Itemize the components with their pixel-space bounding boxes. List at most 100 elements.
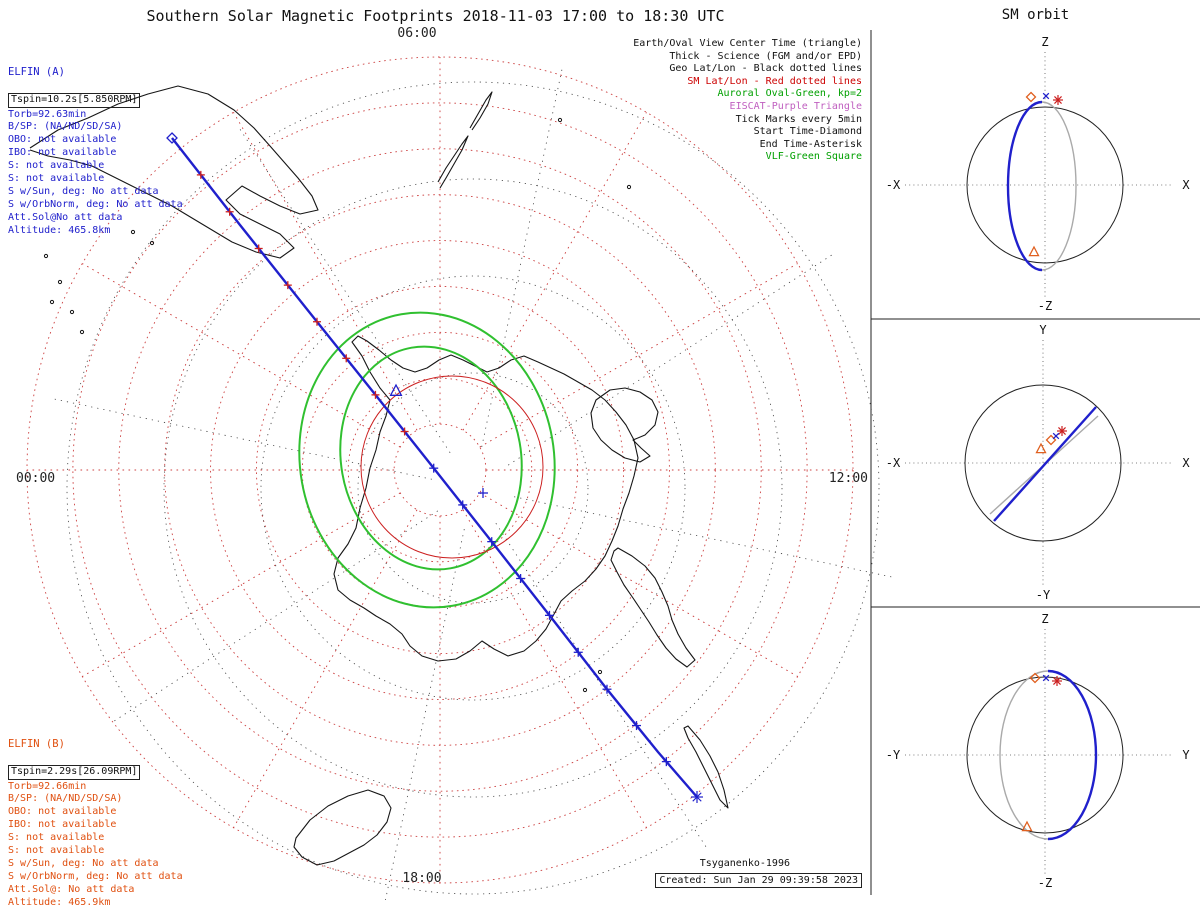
geo-lon-spoke-3 — [112, 510, 438, 723]
coastline-antarctica — [333, 335, 639, 662]
sm-lon-spoke-5 — [82, 492, 401, 677]
panel2-axis-top: Y — [1039, 323, 1047, 337]
auroral-oval-outer — [298, 311, 556, 609]
sm-solid-circle — [360, 375, 544, 559]
orbit-arc-2 — [993, 406, 1097, 522]
legend-item-8: End Time-Asterisk — [759, 138, 862, 150]
sm-lat-ring-2 — [347, 377, 533, 563]
geo-lat-ring-1 — [260, 275, 686, 701]
elfin-b-info-block: ELFIN (B) Tspin=2.29s[26.09RPM] Torb=92.6… — [8, 712, 183, 910]
orbit-arc-1 — [1006, 100, 1043, 272]
coastline-island-east — [590, 387, 659, 463]
panel2-axis-bottom: -Y — [1036, 588, 1051, 602]
elfin-footprint-track — [171, 137, 698, 798]
elfin-b-block-line-2: B/SP: (NA/ND/SD/SA) — [8, 793, 123, 805]
legend-item-2: Geo Lat/Lon - Black dotted lines — [669, 63, 862, 75]
page-title: Southern Solar Magnetic Footprints 2018-… — [146, 7, 725, 25]
sm-lon-spoke-11 — [479, 263, 798, 448]
sm-lon-spoke-2 — [462, 509, 647, 828]
legend-item-7: Start Time-Diamond — [753, 126, 862, 138]
legend-item-6: Tick Marks every 5min — [735, 113, 862, 125]
legend-item-9: VLF-Green Square — [765, 151, 862, 163]
geo-lon-spoke-0 — [513, 496, 894, 578]
coastline-coast-southeast-corner — [683, 725, 729, 809]
geo-lat-ring-2 — [163, 178, 783, 798]
elfin-b-block-line-1: Torb=92.66min — [8, 780, 87, 792]
sm-lat-ring-5 — [210, 240, 670, 700]
main-polar-plot: 06:00 00:00 12:00 18:00 — [16, 26, 894, 900]
elfin-a-block-line-1: Torb=92.63min — [8, 108, 87, 120]
elfin-a-block-line-9: Att.Sol@No att data — [8, 211, 123, 223]
small-island-4 — [79, 329, 85, 335]
orbit-panel-title: SM orbit — [1001, 7, 1070, 23]
panel3-axis-left: -Y — [886, 748, 901, 762]
panel2-axis-right: X — [1182, 456, 1190, 470]
elfin-b-block-line-3: OBO: not available — [8, 806, 117, 818]
plot-legend: Earth/Oval View Center Time (triangle) Th… — [633, 38, 862, 164]
panel3-axis-right: Y — [1182, 748, 1190, 762]
sm-lon-spoke-7 — [82, 263, 401, 448]
elfin-a-block-line-0: Tspin=10.2s[5.850RPM] — [8, 92, 183, 109]
elfin-b-block-line-0: Tspin=2.29s[26.09RPM] — [8, 764, 183, 781]
elfin-a-info-block: ELFIN (A) Tspin=10.2s[5.850RPM] Torb=92.6… — [8, 40, 183, 238]
geo-lon-spoke-1 — [495, 523, 708, 849]
small-island-8 — [626, 184, 632, 190]
legend-item-4: Auroral Oval-Green, kp=2 — [717, 88, 863, 100]
elfin-b-name: ELFIN (B) — [8, 737, 65, 750]
clock-label-1200: 12:00 — [829, 471, 868, 486]
geo-lon-spoke-5 — [238, 127, 451, 453]
small-island-2 — [49, 299, 55, 305]
legend-item-1: Thick - Science (FGM and/or EPD) — [669, 50, 862, 62]
elfin-b-block-line-7: S w/Sun, deg: No att data — [8, 857, 159, 869]
coastline-coast-south — [293, 789, 392, 866]
elfin-a-block-line-7: S w/Sun, deg: No att data — [8, 185, 159, 197]
sm-lat-ring-7 — [118, 148, 762, 792]
legend-item-3: SM Lat/Lon - Red dotted lines — [687, 75, 862, 87]
earth-circle-1 — [966, 106, 1124, 264]
orbit-arc-3 — [1047, 669, 1098, 841]
earth-circle-2 — [964, 384, 1122, 542]
legend-item-5: EISCAT-Purple Triangle — [729, 100, 862, 112]
coastline-new-zealand-south — [437, 135, 469, 189]
clock-label-1800: 18:00 — [402, 871, 441, 886]
elfin-b-block-line-5: S: not available — [8, 832, 105, 844]
small-island-3 — [69, 309, 75, 315]
panel3-axis-bottom: -Z — [1038, 876, 1052, 890]
clock-label-0600: 06:00 — [397, 26, 436, 41]
geo-lat-ring-0 — [357, 372, 589, 604]
elfin-b-block-line-8: S w/OrbNorm, deg: No att data — [8, 870, 183, 882]
coastline-new-zealand-north — [469, 91, 493, 131]
sm-lon-spoke-10 — [462, 112, 647, 431]
elfin-a-block-line-10: Altitude: 465.8km — [8, 224, 111, 236]
small-island-6 — [149, 240, 155, 246]
sm-lon-spoke-4 — [233, 509, 418, 828]
elfin-a-name: ELFIN (A) — [8, 65, 65, 78]
elfin-a-block-spin-rate: Tspin=10.2s[5.850RPM] — [8, 92, 141, 108]
elfin-a-block-line-6: S: not available — [8, 173, 105, 185]
sm-orbit-panel-1: Z -Z -X X — [886, 35, 1191, 313]
coastline-island-chain-southeast — [610, 547, 696, 668]
elfin-a-block-line-5: S: not available — [8, 160, 105, 172]
elfin-b-block-line-4: IBO: not available — [8, 819, 117, 831]
panel3-axis-top: Z — [1041, 612, 1048, 626]
small-island-10 — [582, 687, 588, 693]
clock-label-0000: 00:00 — [16, 471, 55, 486]
geo-lat-ring-3 — [66, 81, 880, 895]
geo-lon-spoke-4 — [52, 398, 433, 480]
geo-lon-spoke-6 — [481, 67, 563, 448]
small-island-1 — [57, 279, 63, 285]
geo-lon-spoke-2 — [385, 528, 465, 900]
elfin-b-block-spin-rate: Tspin=2.29s[26.09RPM] — [8, 764, 141, 780]
panel1-axis-bottom: -Z — [1038, 299, 1052, 313]
small-island-0 — [43, 253, 49, 259]
model-credit: Tsyganenko-1996 — [699, 858, 790, 869]
panel1-axis-top: Z — [1041, 35, 1048, 49]
sm-lat-ring-6 — [164, 194, 716, 746]
elfin-a-block-line-3: OBO: not available — [8, 134, 117, 146]
sm-lat-ring-4 — [255, 285, 625, 655]
sm-orbit-panel-3: Z -Z -Y Y — [886, 612, 1191, 890]
elfin-a-block-line-8: S w/OrbNorm, deg: No att data — [8, 198, 183, 210]
panel2-axis-left: -X — [886, 456, 901, 470]
created-timestamp: Created: Sun Jan 29 09:39:58 2023 — [655, 873, 862, 888]
